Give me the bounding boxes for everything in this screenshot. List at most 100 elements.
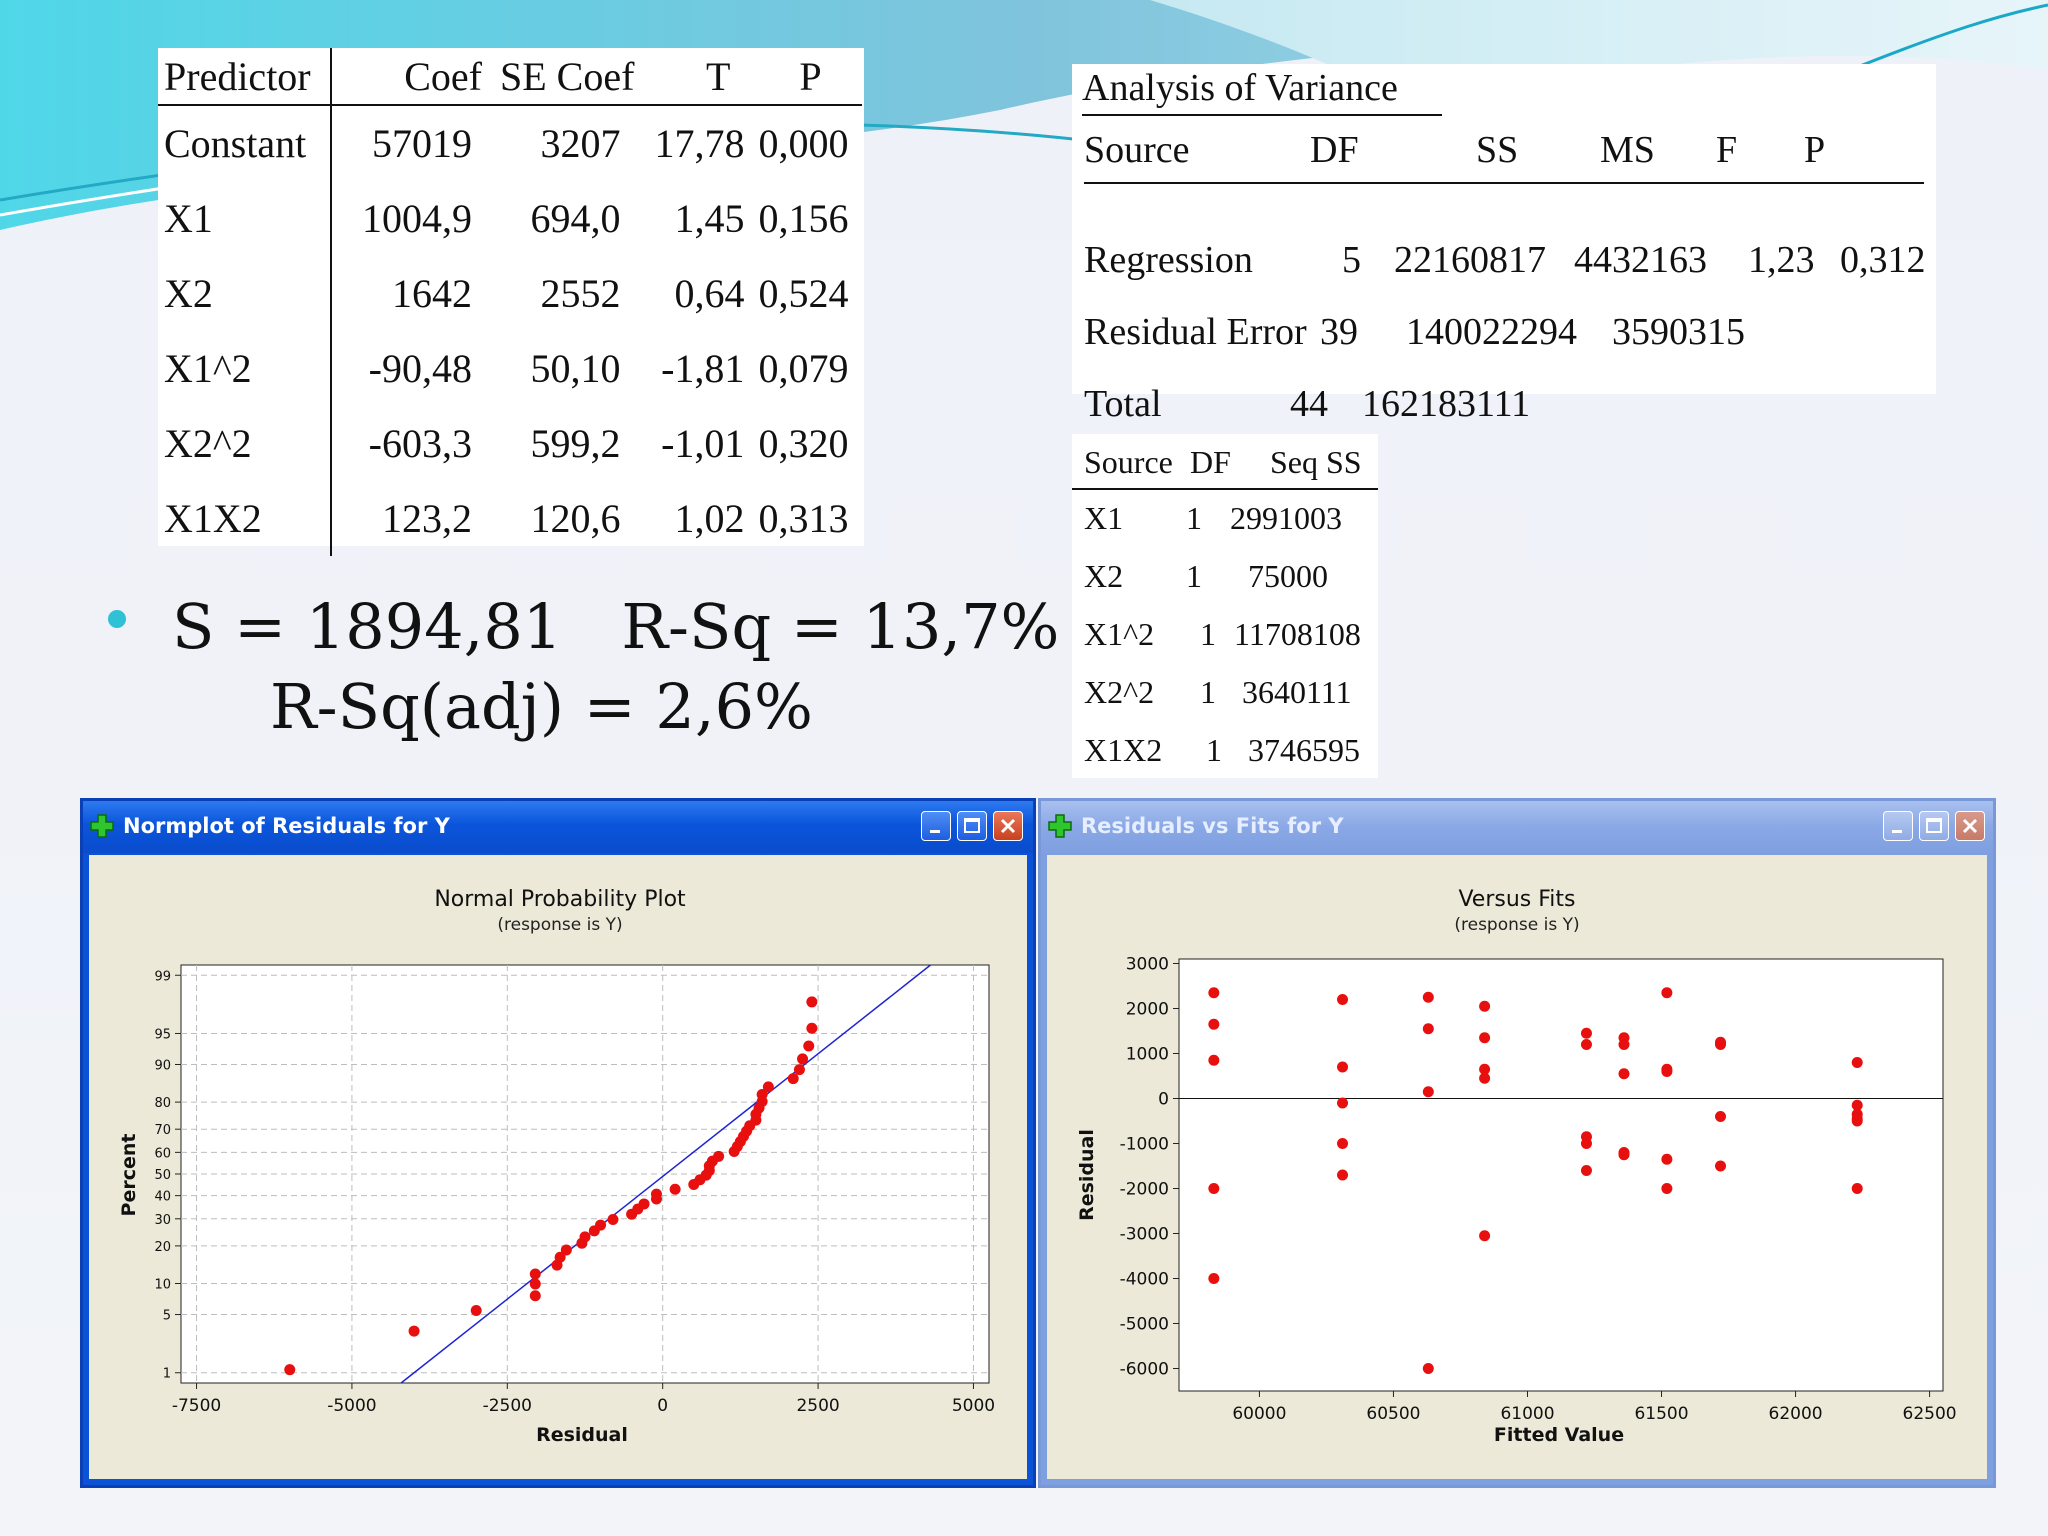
y-axis-ticks: 3000 2000 1000 0 -1000 -2000 -3000 -4000 -5000 -6…: [1120, 955, 1179, 1380]
seq-ss-table: Source DF Seq SS X1 1 2991003 X2 1 75000…: [1072, 434, 1378, 778]
x-tick-label: 2500: [796, 1396, 839, 1416]
table-row: X2^2 -603,3 599,2 -1,01 0,320: [158, 406, 862, 481]
data-point: [595, 1219, 607, 1231]
window-titlebar[interactable]: Normplot of Residuals for Y: [83, 801, 1033, 853]
minimize-button[interactable]: [1883, 811, 1913, 841]
anova-title: Analysis of Variance: [1082, 64, 1442, 116]
predictor-cell: X1: [158, 181, 332, 256]
ms-cell: 3590315: [1612, 311, 1745, 353]
t-cell: -1,01: [661, 421, 745, 466]
y-tick-label: 0: [1158, 1090, 1169, 1110]
close-button[interactable]: [993, 811, 1023, 841]
data-point: [1337, 1097, 1349, 1109]
x-tick-label: 62500: [1903, 1404, 1957, 1424]
data-point: [1661, 1066, 1673, 1077]
table-row: Residual Error 39 140022294 3590315: [1084, 296, 1934, 368]
anova-header-row: Source DF SS MS F P: [1084, 114, 1924, 184]
se-coef-cell: 599,2: [530, 421, 621, 466]
coef-cell: -603,3: [368, 421, 472, 466]
minimize-button[interactable]: [921, 811, 951, 841]
data-point: [529, 1268, 541, 1280]
y-tick-label: 30: [154, 1213, 171, 1228]
seq-ss-cell: 2991003: [1230, 500, 1342, 536]
data-point: [1580, 1027, 1592, 1039]
data-point: [408, 1325, 420, 1337]
chart-title: Versus Fits: [1458, 887, 1575, 912]
col-p: P: [1804, 129, 1826, 171]
y-axis-label: Residual: [1076, 1129, 1098, 1221]
data-point: [669, 1183, 681, 1195]
data-point: [284, 1364, 296, 1376]
data-point: [1851, 1057, 1863, 1068]
data-point: [1851, 1115, 1863, 1127]
ss-cell: 162183111: [1362, 383, 1531, 425]
y-tick-label: -2000: [1120, 1180, 1169, 1200]
data-point: [806, 996, 818, 1008]
data-point: [1851, 1099, 1863, 1111]
y-axis-label: Percent: [118, 1134, 140, 1217]
maximize-button[interactable]: [1919, 811, 1949, 841]
y-tick-label: 80: [154, 1096, 171, 1111]
df-cell: 44: [1290, 383, 1328, 425]
t-cell: -1,81: [661, 346, 745, 391]
coef-cell: 57019: [372, 121, 472, 166]
predictor-cell: X1^2: [158, 331, 332, 406]
source-cell: Total: [1084, 383, 1162, 425]
maximize-button[interactable]: [957, 811, 987, 841]
window-title: Residuals vs Fits for Y: [1081, 814, 1344, 838]
f-cell: 1,23: [1748, 239, 1815, 281]
y-tick-label: 60: [154, 1146, 171, 1161]
se-coef-cell: 120,6: [530, 496, 621, 541]
table-row: Constant 57019 3207 17,78 0,000: [158, 105, 862, 181]
col-f: F: [1716, 129, 1738, 171]
data-point: [1422, 991, 1434, 1003]
p-cell: 0,320: [758, 421, 849, 466]
data-point: [1580, 1138, 1592, 1149]
close-button[interactable]: [1955, 811, 1985, 841]
coef-cell: 1642: [392, 271, 472, 316]
p-cell: 0,524: [758, 271, 849, 316]
data-point: [1422, 1363, 1434, 1374]
ss-cell: 22160817: [1394, 239, 1546, 281]
df-cell: 5: [1342, 239, 1361, 281]
coef-cell: -90,48: [368, 346, 472, 391]
y-tick-label: 50: [154, 1168, 171, 1183]
df-cell: 1: [1206, 732, 1222, 768]
minimize-icon: [1892, 830, 1902, 833]
se-coef-cell: 694,0: [530, 196, 621, 241]
col-ms: MS: [1600, 129, 1655, 171]
normplot-window[interactable]: Normplot of Residuals for Y Normal Proba…: [80, 798, 1036, 1488]
window-client: Normal Probability Plot (response is Y) …: [89, 855, 1027, 1479]
y-tick-label: 10: [154, 1277, 171, 1292]
p-cell: 0,156: [758, 196, 849, 241]
t-cell: 17,78: [654, 121, 745, 166]
table-row: Regression 5 22160817 4432163 1,23 0,312: [1084, 224, 1934, 296]
predictor-cell: X2: [158, 256, 332, 331]
p-cell: 0,313: [758, 496, 849, 541]
x-tick-label: -5000: [327, 1396, 376, 1416]
table-row: X1 1004,9 694,0 1,45 0,156: [158, 181, 862, 256]
predictor-cell: Constant: [158, 105, 332, 181]
data-point: [1479, 1072, 1491, 1084]
col-t: T: [634, 48, 759, 106]
bullet-icon: [108, 610, 126, 628]
data-point: [1618, 1068, 1630, 1080]
data-point: [1618, 1039, 1630, 1050]
source-cell: Residual Error: [1084, 311, 1307, 353]
y-tick-label: -3000: [1120, 1225, 1169, 1245]
data-point: [529, 1278, 541, 1290]
residuals-vs-fits-window[interactable]: Residuals vs Fits for Y Versus Fits (res…: [1038, 798, 1996, 1488]
data-point: [1479, 1230, 1491, 1242]
data-points: [1208, 987, 1863, 1374]
data-points: [284, 996, 818, 1376]
window-titlebar[interactable]: Residuals vs Fits for Y: [1041, 801, 1993, 853]
window-title: Normplot of Residuals for Y: [123, 814, 450, 838]
data-point: [793, 1064, 805, 1076]
source-cell: Regression: [1084, 239, 1253, 281]
se-coef-cell: 3207: [540, 121, 621, 166]
fit-line: [400, 964, 931, 1384]
col-p: P: [758, 48, 863, 106]
chart-subtitle: (response is Y): [1454, 915, 1579, 935]
close-icon: [1000, 818, 1016, 834]
data-point: [1661, 987, 1673, 999]
